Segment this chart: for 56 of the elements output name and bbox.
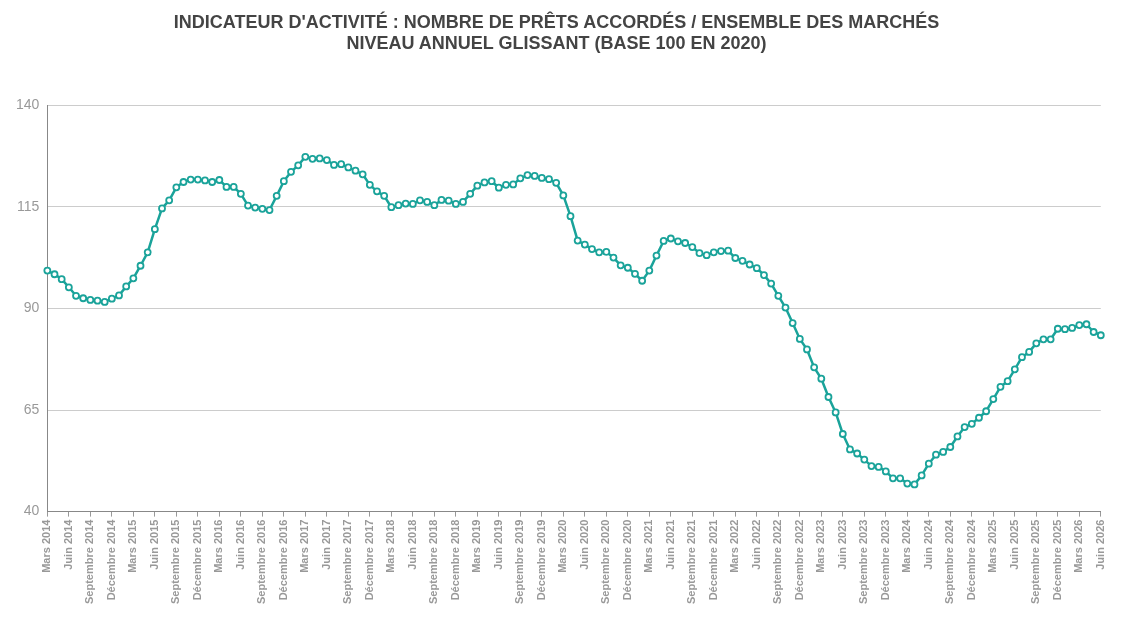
x-tick-label: Juin 2019 <box>491 519 504 570</box>
x-tick-label: Septembre 2014 <box>83 518 96 605</box>
x-tick-label: Juin 2021 <box>663 519 676 570</box>
x-tick-label: Décembre 2025 <box>1050 519 1063 601</box>
x-tick-label: Septembre 2018 <box>427 519 440 605</box>
x-tick-label: Décembre 2020 <box>620 519 633 601</box>
y-tick-label: 65 <box>23 400 40 417</box>
x-tick-label: Juin 2015 <box>147 519 160 570</box>
x-tick-label: Mars 2014 <box>40 518 53 573</box>
x-tick-label: Décembre 2016 <box>276 519 289 601</box>
x-tick-label: Juin 2018 <box>405 519 418 570</box>
x-tick-label: Mars 2016 <box>212 519 225 573</box>
x-tick-label: Juin 2016 <box>233 519 246 570</box>
x-tick-label: Juin 2017 <box>319 519 332 570</box>
x-tick-label: Décembre 2023 <box>878 519 891 601</box>
x-tick-label: Mars 2020 <box>556 519 569 573</box>
x-tick-label: Juin 2023 <box>835 519 848 570</box>
x-tick-label: Septembre 2020 <box>599 519 612 605</box>
x-tick-label: Septembre 2017 <box>341 519 354 605</box>
x-tick-label: Juin 2024 <box>921 518 934 570</box>
x-tick-label: Septembre 2024 <box>943 518 956 605</box>
x-tick-label: Mars 2021 <box>642 519 655 573</box>
y-tick-label: 40 <box>23 502 40 519</box>
x-tick-label: Juin 2020 <box>577 519 590 570</box>
x-tick-label: Septembre 2019 <box>513 519 526 605</box>
x-tick-label: Décembre 2017 <box>362 519 375 601</box>
y-tick-label: 140 <box>16 96 40 113</box>
x-tick-label: Juin 2026 <box>1093 519 1106 570</box>
x-tick-label: Septembre 2015 <box>169 519 182 605</box>
x-tick-label: Mars 2019 <box>470 519 483 573</box>
x-tick-label: Juin 2014 <box>61 518 74 570</box>
x-tick-label: Décembre 2022 <box>792 519 805 601</box>
x-tick-label: Décembre 2014 <box>104 518 117 601</box>
x-tick-label: Septembre 2021 <box>685 519 698 605</box>
x-tick-label: Décembre 2021 <box>706 519 719 601</box>
x-tick-label: Mars 2022 <box>728 519 741 573</box>
x-tick-label: Décembre 2018 <box>448 519 461 601</box>
x-tick-label: Mars 2023 <box>814 519 827 573</box>
x-tick-label: Décembre 2015 <box>190 519 203 601</box>
x-tick-label: Juin 2025 <box>1007 519 1020 570</box>
x-tick-label: Mars 2026 <box>1072 519 1085 573</box>
x-tick-label: Décembre 2024 <box>964 518 977 601</box>
x-tick-label: Septembre 2016 <box>255 519 268 605</box>
x-tick-label: Mars 2025 <box>986 519 999 573</box>
x-tick-label: Septembre 2025 <box>1029 519 1042 605</box>
x-tick-label: Septembre 2023 <box>857 519 870 605</box>
y-tick-label: 115 <box>17 197 40 214</box>
x-tick-label: Septembre 2022 <box>771 519 784 605</box>
x-tick-label: Décembre 2019 <box>534 519 547 601</box>
x-tick-label: Mars 2024 <box>900 518 913 573</box>
x-tick-label: Mars 2018 <box>384 519 397 573</box>
y-tick-label: 90 <box>23 299 40 316</box>
x-tick-label: Mars 2017 <box>298 519 311 573</box>
x-tick-label: Juin 2022 <box>749 519 762 570</box>
x-tick-label: Mars 2015 <box>126 519 139 573</box>
chart-title: INDICATEUR D'ACTIVITÉ : NOMBRE DE PRÊTS ACCORDÉS / ENSEMBLE DES MARCHÉS NIVEAU ANNUEL GLISSANT (BASE 100 EN 2020) <box>173 10 940 54</box>
